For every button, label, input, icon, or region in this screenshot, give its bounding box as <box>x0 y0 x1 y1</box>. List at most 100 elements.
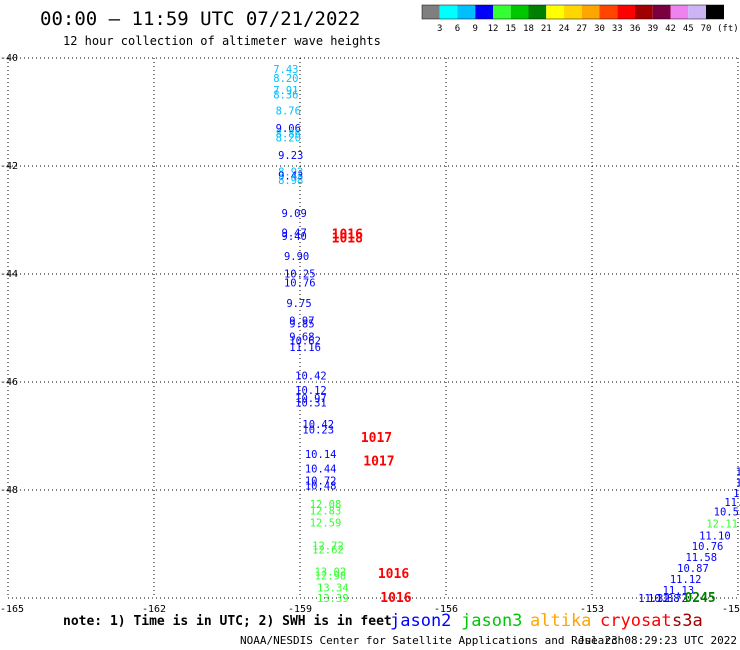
color-scale-label: 33 <box>612 24 623 34</box>
color-scale-label: 30 <box>594 24 605 34</box>
wave-height-label: 11.58 <box>685 552 717 564</box>
wave-height-label: 7.43 <box>273 64 298 76</box>
wave-height-label: 13.34 <box>317 583 349 595</box>
color-scale-unit: (ft) <box>717 24 739 34</box>
color-scale-swatch <box>510 5 529 19</box>
wave-height-label: 8.20 <box>273 73 298 85</box>
note-text: note: 1) Time is in UTC; 2) SWH is in fe… <box>63 614 392 629</box>
wave-height-label: 8.86 <box>276 129 301 141</box>
plot-grid <box>7 57 739 599</box>
wave-height-label: 10.62 <box>289 335 321 347</box>
wave-height-label: 8.20 <box>276 132 301 144</box>
wave-height-label: 9.09 <box>282 208 307 220</box>
color-scale-swatch <box>528 5 547 19</box>
wave-height-label: 10.76 <box>284 278 316 290</box>
wave-height-label: 10.14 <box>305 449 337 461</box>
wave-height-label: 11.10 <box>699 530 731 542</box>
color-scale-swatch <box>546 5 564 19</box>
y-tick-label: -44 <box>0 269 18 280</box>
wave-height-label: 11.13 <box>663 585 695 597</box>
pressure-label: 0245 <box>684 591 715 606</box>
color-scale-label: 15 <box>505 24 516 34</box>
x-axis-ticks: -165 -162 -159 -156 -153 -15 <box>0 604 740 615</box>
wave-height-label: 10.12 <box>295 385 327 397</box>
color-scale-swatch <box>457 5 476 19</box>
legend-entry-s3a: s3a <box>672 611 703 631</box>
x-tick-label: -159 <box>288 604 312 615</box>
wave-height-label: 11.12 <box>670 574 702 586</box>
legend-entry-cryosat: cryosat <box>600 611 672 631</box>
color-scale-label: 70 <box>701 24 712 34</box>
wave-height-label: 10.97 <box>295 393 327 405</box>
wave-height-label: 8.98 <box>278 175 303 187</box>
color-scale-swatch <box>670 5 689 19</box>
wave-height-label: 9.06 <box>276 123 301 135</box>
chart-subtitle: 12 hour collection of altimeter wave hei… <box>63 34 381 48</box>
wave-height-values: 7.438.207.918.368.769.068.868.209.238.92… <box>273 64 740 605</box>
wave-height-label: 7.91 <box>273 85 298 97</box>
wave-height-label: 9.43 <box>278 171 303 183</box>
x-tick-label: -162 <box>142 604 166 615</box>
wave-height-label: 10.88 <box>648 593 680 605</box>
wave-height-label: 12.59 <box>310 517 342 529</box>
chart-title: 00:00 – 11:59 UTC 07/21/2022 <box>40 8 360 30</box>
wave-height-label: 12.62 <box>312 544 344 556</box>
color-scale-swatch <box>688 5 706 19</box>
wave-height-label: 12.11 <box>706 518 738 530</box>
color-scale-label: 24 <box>559 24 570 34</box>
color-scale-swatch <box>564 5 582 19</box>
wave-height-label: 8.76 <box>276 105 301 117</box>
color-scale-border <box>421 4 724 20</box>
wave-height-label: 12.72 <box>312 541 344 553</box>
timestamp-text: Jul 23 08:29:23 UTC 2022 <box>578 634 737 647</box>
wave-height-label: 10.31 <box>295 398 327 410</box>
color-scale-label: 3 <box>437 24 442 34</box>
wave-height-label: 10.7 <box>736 477 740 489</box>
color-scale-label: 6 <box>455 24 460 34</box>
color-scale-swatch <box>422 5 440 19</box>
wave-height-label: 13.02 <box>315 567 347 579</box>
wave-height-label: 10.76 <box>692 541 724 553</box>
wave-height-label: 8.36 <box>273 90 298 102</box>
color-scale-swatch <box>635 5 653 19</box>
pressure-label: 1017 <box>361 431 392 446</box>
color-scale-swatch <box>475 5 493 19</box>
x-tick-label: -153 <box>580 604 604 615</box>
wave-height-label: 9.90 <box>284 251 309 263</box>
wave-height-label: 10.23 <box>302 425 334 437</box>
y-axis-ticks: -48 -46 -44 -42 -40 <box>0 53 18 496</box>
color-scale-label: 42 <box>665 24 676 34</box>
wave-height-label: 9.40 <box>282 231 307 243</box>
wave-height-label: 10.48 <box>305 481 337 493</box>
wave-height-label: 12.08 <box>310 499 342 511</box>
wave-height-label: 9.23 <box>278 150 303 162</box>
color-scale-swatch <box>706 5 724 19</box>
color-scale-swatch <box>652 5 671 19</box>
wave-height-label: 11.32 <box>724 497 740 509</box>
pressure-label: 1016 <box>332 228 363 243</box>
wave-height-label: 11.72 <box>656 593 688 605</box>
color-scale-label: 21 <box>541 24 552 34</box>
legend-entry-jason2: jason2 <box>390 611 451 631</box>
wave-height-label: 9.75 <box>286 298 311 310</box>
wave-height-label: 9.68 <box>289 332 314 344</box>
x-tick-label: -15 <box>722 604 740 615</box>
color-scale-swatch <box>617 5 635 19</box>
color-scale-label: 12 <box>488 24 499 34</box>
wave-height-label: 10.78 <box>733 488 740 500</box>
color-scale-label: 36 <box>630 24 641 34</box>
wave-height-label: 9.85 <box>289 319 314 331</box>
color-scale-swatch <box>493 5 511 19</box>
wave-height-label: 9.97 <box>289 315 314 327</box>
satellite-legend: jason2 jason3 altika cryosat s3a <box>390 611 703 631</box>
wave-height-label: 11 <box>736 467 740 479</box>
wave-height-label: 10.53 <box>714 507 740 519</box>
color-scale-swatch <box>439 5 458 19</box>
credit-text: NOAA/NESDIS Center for Satellite Applica… <box>240 634 624 647</box>
wave-height-label: 12.83 <box>310 506 342 518</box>
color-scale-bar: 3 6 9 12 15 18 21 24 27 30 33 36 39 42 45 70 (ft) <box>421 4 739 34</box>
y-tick-label: -42 <box>0 161 18 172</box>
wave-height-label: 10.42 <box>302 419 334 431</box>
